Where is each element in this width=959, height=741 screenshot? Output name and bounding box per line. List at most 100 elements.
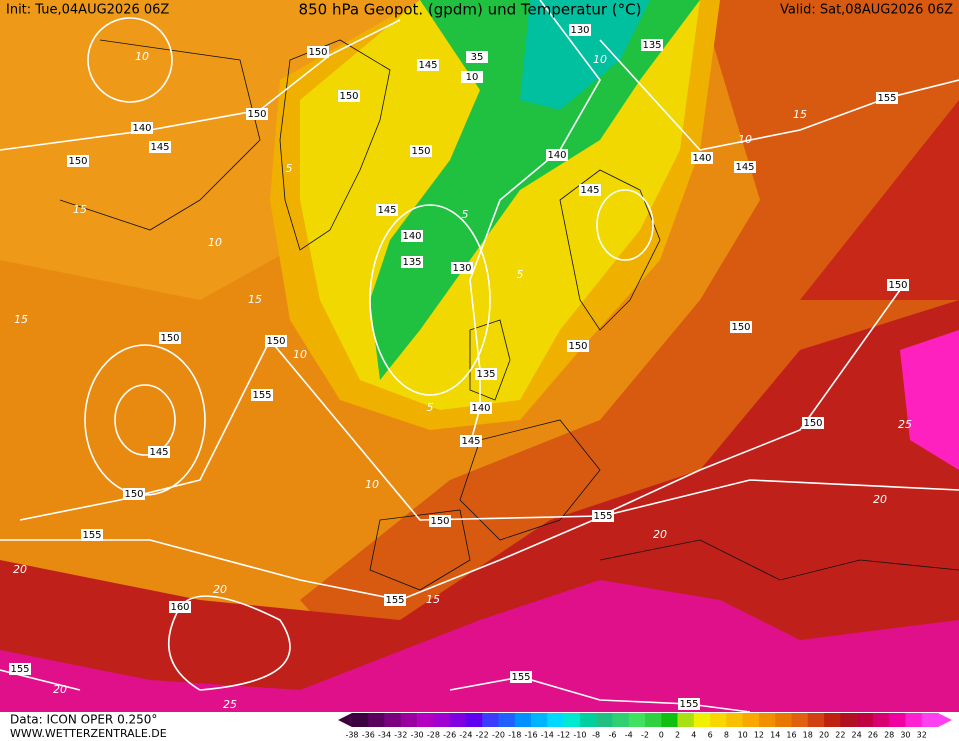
label-box [876, 92, 898, 104]
temperature-label: 20 [53, 683, 67, 696]
label-box [691, 152, 713, 164]
color-scale: -38 -36 -34 -32 -30 -28 -26 -24 -22 -20 -18 -16 -14-… [338, 713, 952, 740]
temperature-label: 20 [13, 563, 27, 576]
scale-cell [482, 713, 499, 727]
scale-cell [710, 713, 727, 727]
geopotential-label: 150 [160, 333, 179, 344]
label-box [417, 59, 439, 71]
label-box [401, 230, 423, 242]
scale-cell [417, 713, 434, 727]
scale-cell [563, 713, 581, 727]
label-box [148, 446, 170, 458]
scale-cell [579, 713, 597, 727]
temperature-field [0, 0, 959, 712]
init-time: Init: Tue,04AUG2026 06Z [6, 3, 169, 18]
temperature-label: 10 [208, 236, 222, 249]
label-box [592, 510, 614, 522]
geopotential-label: 150 [411, 146, 430, 157]
geopotential-label: 150 [568, 341, 587, 352]
geopotential-label: 150 [266, 336, 285, 347]
temperature-label: 10 [738, 133, 752, 146]
scale-tick-label: 32 [917, 731, 927, 740]
scale-cell [677, 713, 695, 727]
label-box [730, 321, 752, 333]
scale-tick-label: 0 [659, 731, 664, 740]
scale-cell [352, 713, 369, 727]
geopotential-label: 135 [476, 369, 495, 380]
label-box [307, 46, 329, 58]
scale-tick-label: 4 [691, 731, 696, 740]
geopotential-label: 130 [452, 263, 471, 274]
scale-cell [433, 713, 450, 727]
temperature-label: 20 [213, 583, 227, 596]
scale-arrow-left [338, 713, 352, 727]
scale-tick-label: 8 [724, 731, 729, 740]
scale-tick-label: -26 [443, 731, 456, 740]
scale-cell [498, 713, 516, 727]
scale-tick-label: -2 [641, 731, 649, 740]
label-box [470, 402, 492, 414]
temperature-label: 10 [365, 478, 379, 491]
temperature-label: 25 [898, 418, 912, 431]
label-box [246, 108, 268, 120]
temperature-label: 20 [653, 528, 667, 541]
scale-tick-label: -6 [608, 731, 616, 740]
geopotential-label: 130 [570, 25, 589, 36]
geopotential-label: 135 [402, 257, 421, 268]
label-box [81, 529, 103, 541]
temperature-label: 5 [462, 208, 469, 221]
scale-tick-label: -22 [476, 731, 489, 740]
temperature-label: 10 [293, 348, 307, 361]
temperature-label: 5 [427, 401, 434, 414]
scale-tick-label: 16 [786, 731, 796, 740]
geopotential-label: 150 [124, 489, 143, 500]
scale-cell [824, 713, 841, 727]
label-box [734, 161, 756, 173]
geopotential-label: 155 [593, 511, 612, 522]
geopotential-label: 160 [170, 602, 189, 613]
scale-tick-label: 22 [835, 731, 845, 740]
scale-cell [872, 713, 890, 727]
scale-tick-label: 14 [770, 731, 780, 740]
scale-cell [514, 713, 532, 727]
scale-cell [645, 713, 662, 727]
scale-cell [742, 713, 760, 727]
temperature-label: 15 [426, 593, 440, 606]
label-box [251, 389, 273, 401]
label-box [338, 90, 360, 102]
valid-time: Valid: Sat,08AUG2026 06Z [780, 3, 953, 18]
label-box [461, 71, 483, 83]
geopotential-label: 140 [692, 153, 711, 164]
scale-tick-label: -38 [345, 731, 358, 740]
geopotential-label: 145 [149, 447, 168, 458]
geopotential-label: 35 [471, 52, 484, 63]
scale-tick-label: -18 [508, 731, 521, 740]
map-title: 850 hPa Geopot. (gpdm) und Temperatur (°… [299, 1, 642, 19]
scale-cell [368, 713, 385, 727]
label-box [641, 39, 663, 51]
label-box [460, 435, 482, 447]
scale-cell [547, 713, 564, 727]
scale-tick-label: -10 [573, 731, 586, 740]
scale-cell [384, 713, 402, 727]
temperature-label: 20 [873, 493, 887, 506]
temperature-label: 10 [135, 50, 149, 63]
label-box [466, 51, 488, 63]
label-box [510, 671, 532, 683]
label-box [429, 515, 451, 527]
label-box [546, 149, 568, 161]
scale-cell [612, 713, 630, 727]
scale-cell [791, 713, 809, 727]
scale-tick-label: -8 [592, 731, 600, 740]
label-box [475, 368, 497, 380]
scale-cell [840, 713, 857, 727]
label-box [9, 663, 31, 675]
scale-cell [921, 713, 939, 727]
scale-cell [531, 713, 548, 727]
scale-tick-label: 10 [738, 731, 748, 740]
label-box [887, 279, 909, 291]
geopotential-label: 150 [308, 47, 327, 58]
scale-tick-label: -30 [411, 731, 424, 740]
label-box [678, 698, 700, 710]
